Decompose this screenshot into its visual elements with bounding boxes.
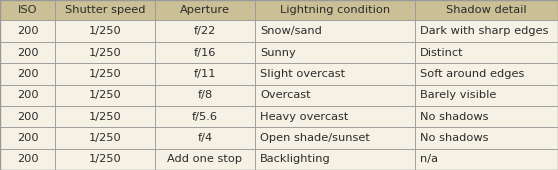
Bar bbox=[155, 63, 255, 84]
Text: Snow/sand: Snow/sand bbox=[260, 26, 322, 36]
Text: Slight overcast: Slight overcast bbox=[260, 69, 345, 79]
Bar bbox=[55, 127, 155, 149]
Bar bbox=[415, 20, 558, 42]
Bar bbox=[415, 127, 558, 149]
Bar bbox=[55, 0, 155, 20]
Bar bbox=[155, 106, 255, 127]
Text: 1/250: 1/250 bbox=[89, 26, 122, 36]
Bar bbox=[255, 63, 415, 84]
Text: 200: 200 bbox=[17, 112, 39, 122]
Text: Dark with sharp edges: Dark with sharp edges bbox=[420, 26, 549, 36]
Bar bbox=[415, 149, 558, 170]
Bar bbox=[255, 20, 415, 42]
Text: f/5.6: f/5.6 bbox=[192, 112, 218, 122]
Bar bbox=[0, 63, 55, 84]
Text: f/11: f/11 bbox=[194, 69, 217, 79]
Bar bbox=[255, 106, 415, 127]
Bar bbox=[55, 63, 155, 84]
Text: n/a: n/a bbox=[420, 154, 438, 164]
Bar bbox=[0, 106, 55, 127]
Text: 200: 200 bbox=[17, 69, 39, 79]
Text: 200: 200 bbox=[17, 133, 39, 143]
Bar bbox=[0, 84, 55, 106]
Text: No shadows: No shadows bbox=[420, 133, 488, 143]
Bar bbox=[0, 42, 55, 63]
Text: Soft around edges: Soft around edges bbox=[420, 69, 525, 79]
Text: Add one stop: Add one stop bbox=[167, 154, 243, 164]
Text: Overcast: Overcast bbox=[260, 90, 311, 100]
Text: Barely visible: Barely visible bbox=[420, 90, 497, 100]
Text: 1/250: 1/250 bbox=[89, 133, 122, 143]
Bar bbox=[255, 42, 415, 63]
Bar bbox=[415, 84, 558, 106]
Bar bbox=[0, 149, 55, 170]
Text: Distinct: Distinct bbox=[420, 48, 464, 57]
Bar bbox=[55, 20, 155, 42]
Text: f/16: f/16 bbox=[194, 48, 216, 57]
Text: 1/250: 1/250 bbox=[89, 90, 122, 100]
Bar bbox=[155, 0, 255, 20]
Bar bbox=[155, 42, 255, 63]
Bar bbox=[155, 84, 255, 106]
Text: Sunny: Sunny bbox=[260, 48, 296, 57]
Text: f/4: f/4 bbox=[198, 133, 213, 143]
Bar bbox=[55, 84, 155, 106]
Bar bbox=[55, 149, 155, 170]
Bar bbox=[255, 149, 415, 170]
Text: No shadows: No shadows bbox=[420, 112, 488, 122]
Text: Open shade/sunset: Open shade/sunset bbox=[260, 133, 370, 143]
Bar bbox=[55, 42, 155, 63]
Text: ISO: ISO bbox=[18, 5, 37, 15]
Bar bbox=[255, 127, 415, 149]
Bar bbox=[415, 0, 558, 20]
Text: 1/250: 1/250 bbox=[89, 112, 122, 122]
Text: 1/250: 1/250 bbox=[89, 69, 122, 79]
Bar bbox=[0, 0, 55, 20]
Text: Heavy overcast: Heavy overcast bbox=[260, 112, 348, 122]
Bar bbox=[155, 20, 255, 42]
Text: Aperture: Aperture bbox=[180, 5, 230, 15]
Bar bbox=[415, 63, 558, 84]
Bar bbox=[0, 20, 55, 42]
Text: Shadow detail: Shadow detail bbox=[446, 5, 527, 15]
Bar bbox=[55, 106, 155, 127]
Text: f/22: f/22 bbox=[194, 26, 216, 36]
Text: 1/250: 1/250 bbox=[89, 48, 122, 57]
Bar bbox=[0, 127, 55, 149]
Text: Shutter speed: Shutter speed bbox=[65, 5, 145, 15]
Text: 200: 200 bbox=[17, 90, 39, 100]
Bar bbox=[255, 84, 415, 106]
Bar bbox=[255, 0, 415, 20]
Text: 1/250: 1/250 bbox=[89, 154, 122, 164]
Text: Lightning condition: Lightning condition bbox=[280, 5, 390, 15]
Bar bbox=[415, 42, 558, 63]
Text: 200: 200 bbox=[17, 26, 39, 36]
Text: 200: 200 bbox=[17, 154, 39, 164]
Bar bbox=[415, 106, 558, 127]
Bar bbox=[155, 149, 255, 170]
Text: 200: 200 bbox=[17, 48, 39, 57]
Text: f/8: f/8 bbox=[198, 90, 213, 100]
Bar bbox=[155, 127, 255, 149]
Text: Backlighting: Backlighting bbox=[260, 154, 331, 164]
